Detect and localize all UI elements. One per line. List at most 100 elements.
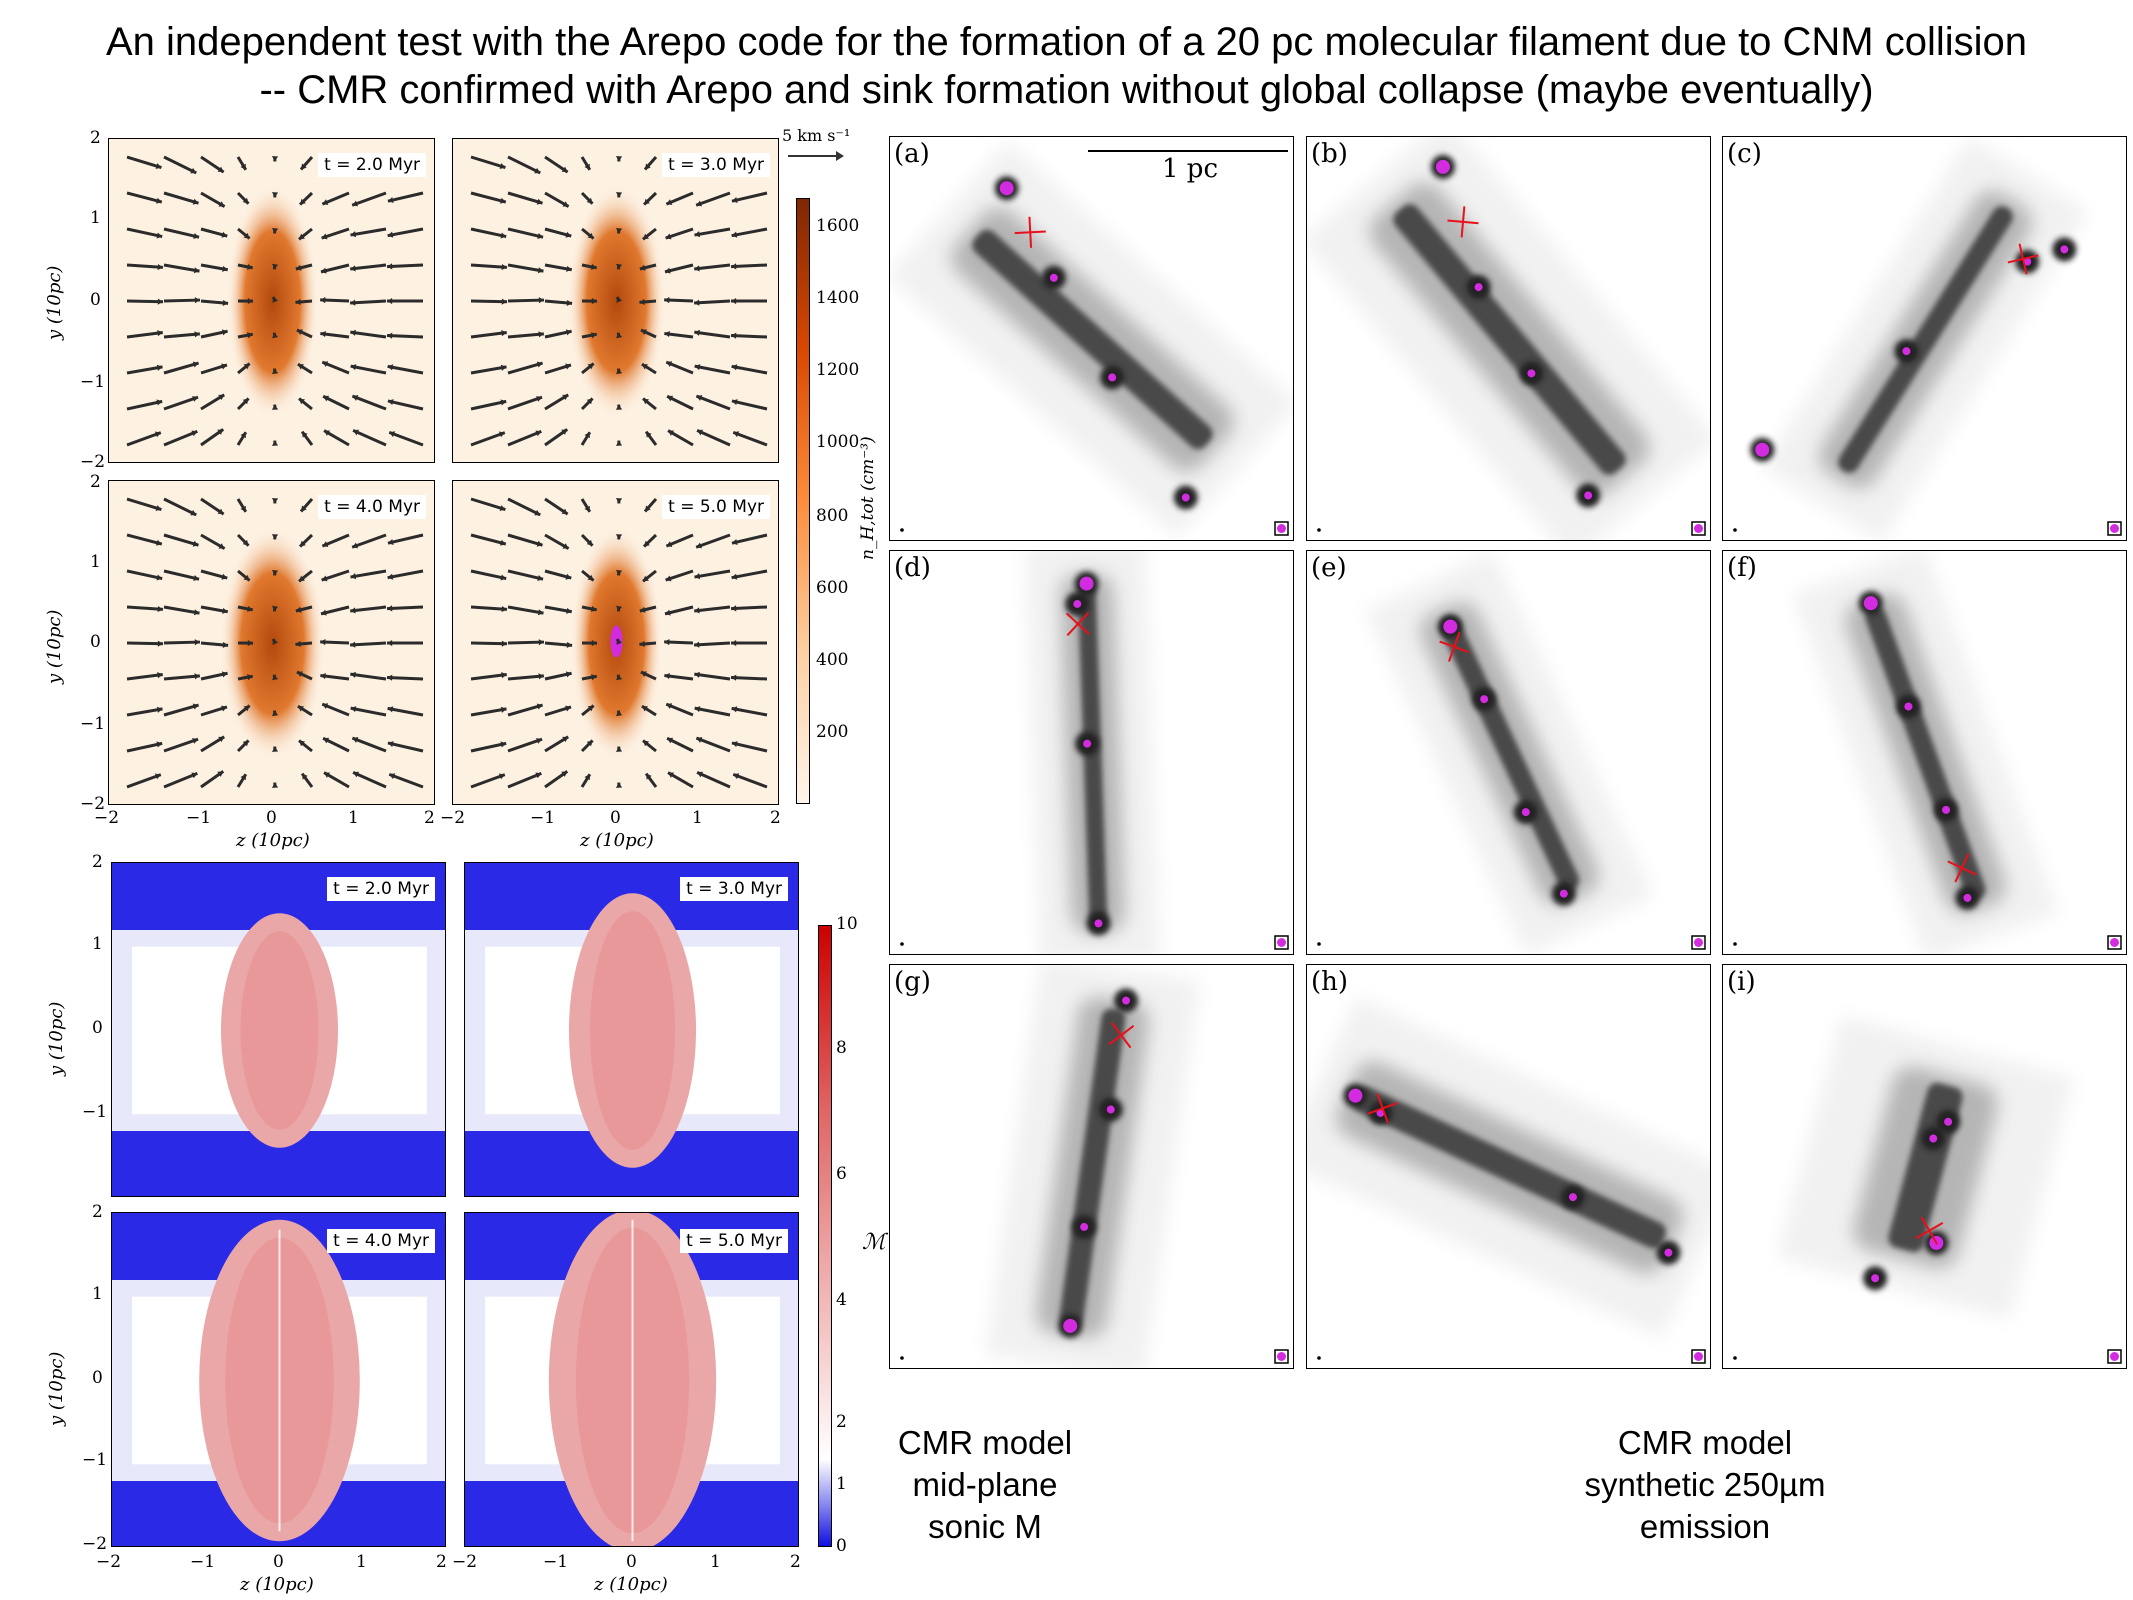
arrow-head — [565, 329, 572, 336]
filament-group — [1793, 551, 2058, 954]
arrow-head — [222, 641, 229, 648]
arrow-head — [191, 430, 198, 437]
arrow-head — [217, 508, 224, 515]
velocity-arrow — [507, 263, 544, 273]
mach-map — [465, 863, 798, 1196]
velocity-arrow — [352, 429, 387, 447]
arrow-head — [694, 706, 701, 713]
arrow-head — [500, 706, 507, 713]
arrow-head — [352, 395, 359, 401]
dense-layer — [226, 184, 319, 419]
arrow-head — [247, 263, 253, 270]
arrow-head — [157, 605, 163, 613]
arrow-head — [192, 361, 199, 368]
sink-particle — [1568, 1193, 1577, 1202]
arrow-head — [240, 432, 246, 439]
arrow-head — [566, 265, 572, 272]
y-tick: 2 — [90, 472, 101, 492]
arrow-head — [272, 296, 279, 303]
arrow-head — [587, 705, 594, 712]
velocity-arrow — [163, 772, 198, 789]
y-tick: −1 — [82, 1450, 108, 1470]
density-panel: t = 5.0 Myr — [452, 480, 779, 805]
y-tick: 2 — [90, 128, 101, 148]
arrow-head — [500, 197, 506, 204]
arrow-head — [247, 297, 253, 305]
y-tick: −2 — [82, 1534, 108, 1554]
arrow-head — [731, 573, 738, 580]
arrow-head — [536, 395, 543, 402]
z-tick: 1 — [692, 808, 703, 828]
z-tick: −1 — [190, 1552, 216, 1572]
sink-particle — [1963, 893, 1972, 902]
arrow-head — [591, 263, 597, 270]
arrow-head — [640, 329, 647, 335]
sink-particle — [1108, 373, 1117, 382]
arrow-head — [387, 538, 394, 545]
arrow-head — [586, 539, 593, 546]
velocity-arrow — [507, 533, 543, 547]
velocity-arrow — [350, 605, 387, 613]
sink-particle — [1063, 1318, 1078, 1333]
emission-panel: (a) — [889, 136, 1294, 541]
arrow-head — [587, 232, 594, 239]
arrow-head — [323, 737, 330, 744]
arrow-head — [643, 398, 649, 405]
velocity-arrow — [730, 333, 768, 339]
arrow-head — [561, 508, 568, 515]
colorbar-tick: 400 — [816, 650, 849, 670]
sink-particle — [1094, 919, 1103, 928]
arrow-head — [694, 607, 700, 614]
mach-map — [112, 863, 445, 1196]
density-panel: t = 2.0 Myr — [108, 138, 435, 463]
arrow-head — [639, 264, 646, 271]
time-label: t = 4.0 Myr — [318, 495, 426, 519]
arrow-head — [562, 736, 569, 743]
velocity-arrow — [163, 395, 199, 411]
arrow-head — [221, 705, 227, 712]
velocity-arrow — [350, 569, 387, 579]
velocity-arrow — [163, 640, 201, 645]
arrow-head — [639, 640, 645, 648]
sink-particle — [2060, 245, 2069, 254]
arrow-head — [272, 674, 279, 681]
cross-marker — [1065, 612, 1091, 636]
arrow-head — [667, 395, 674, 402]
velocity-arrow — [731, 741, 768, 753]
panel-letter: (e) — [1311, 553, 1347, 583]
arrow-head — [350, 364, 357, 371]
velocity-arrow — [126, 155, 162, 169]
arrow-head — [641, 364, 648, 370]
arrow-head — [615, 782, 623, 788]
arrow-head — [156, 399, 163, 406]
arrow-head — [156, 741, 163, 748]
figure-title-line1: An independent test with the Arepo code … — [105, 20, 2028, 64]
x-axis-label: z (10pc) — [236, 830, 310, 851]
arrow-head — [272, 569, 279, 576]
velocity-arrow — [163, 332, 200, 339]
arrow-head — [731, 399, 738, 406]
time-label: t = 3.0 Myr — [662, 153, 770, 177]
arrow-head — [561, 429, 568, 435]
arrow-head — [271, 534, 279, 540]
z-tick: −1 — [186, 808, 212, 828]
arrow-head — [666, 703, 673, 709]
arrow-head — [272, 368, 279, 375]
arrow-head — [566, 641, 573, 648]
velocity-arrow — [126, 299, 164, 304]
velocity-arrow — [126, 605, 164, 611]
velocity-arrow — [126, 227, 163, 239]
arrow-head — [731, 674, 737, 681]
emission-panel: (b) — [1306, 136, 1711, 541]
arrow-head — [665, 233, 672, 240]
y-tick: −2 — [80, 452, 106, 472]
arrow-head — [538, 673, 544, 680]
arrow-head — [242, 398, 249, 405]
arrow-head — [500, 539, 506, 546]
arrow-head — [616, 368, 623, 375]
arrow-head — [665, 575, 672, 582]
arrow-head — [697, 771, 704, 778]
arrow-head — [322, 703, 329, 709]
velocity-arrow — [126, 741, 163, 753]
colorbar-tick: 1400 — [816, 288, 860, 308]
